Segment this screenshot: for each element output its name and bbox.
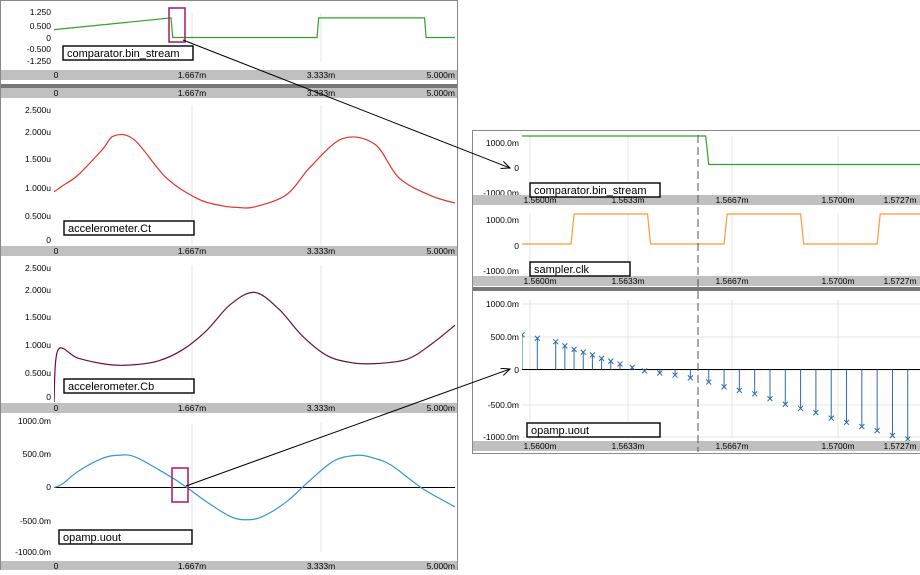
y-tick-label: 1.000u (25, 183, 51, 193)
y-tick-label: -0.500 (27, 44, 51, 54)
y-tick-label: 0.500 (30, 21, 52, 31)
x-tick-label: 3.333m (307, 403, 335, 413)
y-tick-label: 1.000u (25, 340, 51, 350)
x-tick-label: 5.000m (427, 561, 455, 570)
x-tick-label: 1.5727m (883, 276, 916, 286)
x-tick-label: 1.5700m (821, 195, 854, 205)
x-tick-label: 1.5633m (611, 441, 644, 451)
y-tick-label: 1000.0m (486, 215, 519, 225)
signal-label-zuout: opamp.uout (531, 425, 589, 437)
x-tick-label: 5.000m (427, 70, 455, 80)
y-tick-label: -1000.0m (483, 432, 519, 442)
x-tick-label: 1.5667m (715, 276, 748, 286)
top-x-tick-label: 0 (54, 88, 59, 98)
zoom-section-separator (473, 287, 920, 291)
x-axis-bar (1, 561, 457, 570)
y-tick-label: 0 (46, 482, 51, 492)
section-separator (1, 84, 457, 88)
signal-label-clk: sampler.clk (534, 264, 590, 276)
signal-label-cb: accelerometer.Cb (68, 381, 154, 393)
y-tick-label: 0 (514, 365, 519, 375)
x-tick-label: 1.667m (178, 70, 206, 80)
x-tick-label: 5.000m (427, 246, 455, 256)
signal-label-uout: opamp.uout (63, 532, 121, 544)
y-tick-label: 1.500u (25, 312, 51, 322)
x-tick-label: 1.5600m (523, 441, 556, 451)
x-tick-label: 1.5633m (611, 276, 644, 286)
x-tick-label: 0 (54, 561, 59, 570)
x-tick-label: 0 (54, 70, 59, 80)
signal-label-comparator: comparator.bin_stream (67, 48, 180, 60)
x-axis-bar (1, 70, 457, 80)
x-tick-label: 1.667m (178, 246, 206, 256)
y-tick-label: 0.500u (25, 211, 51, 221)
top-x-axis-bar (1, 88, 457, 98)
y-tick-label: 2.500u (25, 105, 51, 115)
x-tick-label: 1.667m (178, 561, 206, 570)
top-x-tick-label: 1.667m (178, 88, 206, 98)
y-tick-label: 0 (514, 241, 519, 251)
y-tick-label: 500.0m (23, 449, 51, 459)
x-tick-label: 1.5700m (821, 276, 854, 286)
x-tick-label: 1.5727m (883, 195, 916, 205)
y-tick-label: -1000.0m (15, 547, 51, 557)
zoom-panel: 1000.0m 0 -1000.0m 1.5600m 1.5633m 1.5667m 1.5… (472, 130, 920, 454)
y-tick-label: 2.500u (25, 263, 51, 273)
top-x-tick-label: 3.333m (307, 88, 335, 98)
y-tick-label: 0 (514, 163, 519, 173)
y-tick-label: 1.500u (25, 154, 51, 164)
y-tick-label: 2.000u (25, 127, 51, 137)
x-tick-label: 1.667m (178, 403, 206, 413)
signal-label-zcomp: comparator.bin_stream (534, 185, 647, 197)
x-tick-label: 3.333m (307, 561, 335, 570)
x-tick-label: 1.5600m (523, 276, 556, 286)
y-tick-label: 0 (46, 392, 51, 402)
y-tick-label: 1000.0m (18, 416, 51, 426)
y-tick-label: 1000.0m (486, 138, 519, 148)
x-tick-label: 3.333m (307, 70, 335, 80)
y-tick-label: -500.0m (488, 400, 519, 410)
y-tick-label: -500.0m (20, 516, 51, 526)
x-tick-label: 1.5700m (821, 441, 854, 451)
x-tick-label: 0 (54, 246, 59, 256)
y-tick-label: -1.250 (27, 56, 51, 66)
x-tick-label: 1.5667m (715, 195, 748, 205)
x-tick-label: 1.5667m (715, 441, 748, 451)
x-axis-bar (1, 246, 457, 256)
y-tick-label: 1000.0m (486, 299, 519, 309)
y-tick-label: 0.500u (25, 368, 51, 378)
y-tick-label: 2.000u (25, 285, 51, 295)
signal-label-ct: accelerometer.Ct (68, 223, 151, 235)
x-tick-label: 3.333m (307, 246, 335, 256)
y-tick-label: 0 (46, 235, 51, 245)
x-tick-label: 0 (54, 403, 59, 413)
y-tick-label: 500.0m (491, 332, 519, 342)
y-tick-label: -1000.0m (483, 266, 519, 276)
x-tick-label: 1.5727m (883, 441, 916, 451)
y-tick-label: 1.250 (30, 7, 52, 17)
x-axis-bar (1, 403, 457, 413)
x-tick-label: 5.000m (427, 403, 455, 413)
y-tick-label: 0 (46, 33, 51, 43)
top-x-tick-label: 5.000m (427, 88, 455, 98)
